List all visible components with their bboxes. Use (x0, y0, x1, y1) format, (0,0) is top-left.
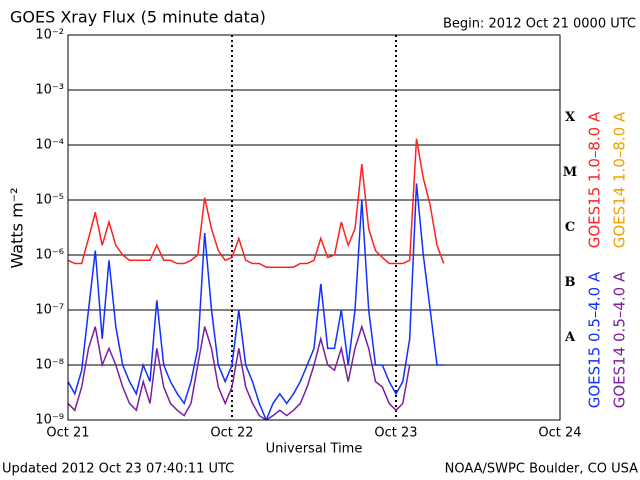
series-line (68, 324, 411, 420)
footer-left: Updated 2012 Oct 23 07:40:11 UTC (2, 462, 234, 477)
legend-entry: GOES15 0.5–4.0 A (586, 271, 604, 408)
y-tick-label: 10⁻⁷ (35, 303, 64, 318)
legend-entry: GOES14 1.0–8.0 A (611, 111, 629, 248)
flare-class: C (565, 220, 575, 235)
flare-class: A (564, 330, 576, 345)
x-tick-label: Oct 22 (210, 426, 253, 441)
legend-entry: GOES15 1.0–8.0 A (586, 111, 604, 248)
y-tick-label: 10⁻⁶ (35, 248, 64, 263)
series-line (68, 138, 445, 268)
flare-class: M (563, 165, 577, 180)
y-tick-label: 10⁻⁸ (35, 358, 64, 373)
chart-subtitle: Begin: 2012 Oct 21 0000 UTC (443, 17, 636, 32)
y-tick-label: 10⁻³ (35, 83, 64, 98)
plot-area (68, 138, 445, 420)
flare-class: B (565, 275, 576, 290)
x-tick-label: Oct 24 (538, 426, 581, 441)
legend-entry: GOES14 0.5–4.0 A (611, 271, 629, 408)
y-tick-label: 10⁻² (35, 28, 64, 43)
chart-title: GOES Xray Flux (5 minute data) (10, 8, 266, 27)
y-axis-label: Watts m⁻² (8, 187, 27, 268)
footer-right: NOAA/SWPC Boulder, CO USA (445, 462, 638, 477)
y-tick-label: 10⁻⁹ (35, 413, 64, 428)
y-tick-label: 10⁻⁵ (35, 193, 64, 208)
y-tick-label: 10⁻⁴ (35, 138, 64, 153)
x-tick-label: Oct 23 (374, 426, 417, 441)
series-line (68, 183, 444, 420)
x-axis-label: Universal Time (266, 442, 363, 457)
x-tick-label: Oct 21 (46, 426, 89, 441)
plot-frame (67, 34, 561, 421)
flare-class: X (565, 110, 576, 125)
